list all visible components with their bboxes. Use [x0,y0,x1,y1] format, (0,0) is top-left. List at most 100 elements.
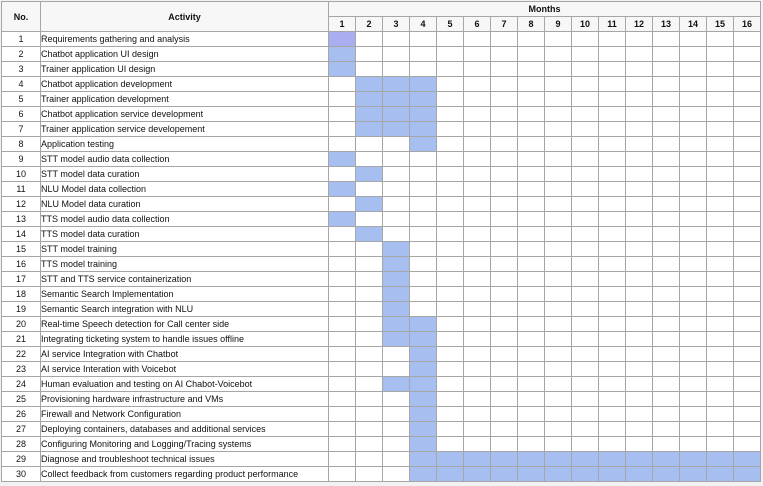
schedule-cell-month-6 [463,151,491,167]
schedule-bar-month-9 [544,451,572,467]
schedule-cell-month-6 [463,346,491,362]
schedule-cell-month-8 [517,166,545,182]
schedule-cell-month-14 [679,241,707,257]
schedule-cell-month-14 [679,181,707,197]
schedule-cell-month-13 [652,76,680,92]
schedule-cell-month-13 [652,301,680,317]
schedule-cell-month-3 [382,436,410,452]
schedule-cell-month-5 [436,361,464,377]
schedule-cell-month-16 [733,286,761,302]
schedule-cell-month-13 [652,406,680,422]
task-activity: Application testing [40,136,329,152]
schedule-cell-month-1 [328,406,356,422]
schedule-cell-month-2 [355,256,383,272]
schedule-cell-month-9 [544,286,572,302]
schedule-cell-month-12 [625,421,653,437]
schedule-cell-month-3 [382,226,410,242]
schedule-cell-month-8 [517,136,545,152]
task-activity: TTS model audio data collection [40,211,329,227]
task-activity: Chatbot application development [40,76,329,92]
schedule-cell-month-14 [679,361,707,377]
schedule-cell-month-16 [733,241,761,257]
schedule-bar-month-13 [652,451,680,467]
schedule-cell-month-9 [544,406,572,422]
task-number: 5 [1,91,41,107]
schedule-bar-month-1 [328,31,356,47]
schedule-cell-month-16 [733,61,761,77]
schedule-cell-month-12 [625,286,653,302]
schedule-cell-month-6 [463,331,491,347]
schedule-cell-month-16 [733,166,761,182]
schedule-cell-month-15 [706,331,734,347]
schedule-bar-month-14 [679,451,707,467]
schedule-cell-month-14 [679,256,707,272]
schedule-cell-month-6 [463,361,491,377]
schedule-cell-month-7 [490,346,518,362]
schedule-bar-month-7 [490,451,518,467]
schedule-cell-month-1 [328,196,356,212]
schedule-cell-month-14 [679,436,707,452]
task-row: 2 Chatbot application UI design [1,46,761,62]
schedule-cell-month-5 [436,61,464,77]
schedule-cell-month-8 [517,361,545,377]
task-number: 20 [1,316,41,332]
schedule-cell-month-10 [571,76,599,92]
schedule-bar-month-4 [409,466,437,482]
schedule-cell-month-12 [625,196,653,212]
schedule-cell-month-1 [328,421,356,437]
schedule-cell-month-10 [571,286,599,302]
schedule-cell-month-8 [517,406,545,422]
schedule-cell-month-10 [571,91,599,107]
month-header-7: 7 [490,16,518,32]
task-activity: Firewall and Network Configuration [40,406,329,422]
schedule-cell-month-16 [733,46,761,62]
schedule-cell-month-3 [382,31,410,47]
schedule-cell-month-4 [409,241,437,257]
schedule-cell-month-9 [544,241,572,257]
schedule-cell-month-15 [706,256,734,272]
schedule-cell-month-7 [490,31,518,47]
schedule-cell-month-16 [733,346,761,362]
schedule-cell-month-14 [679,91,707,107]
schedule-cell-month-12 [625,61,653,77]
schedule-cell-month-10 [571,271,599,287]
schedule-cell-month-2 [355,301,383,317]
task-activity: Collect feedback from customers regardin… [40,466,329,482]
schedule-cell-month-9 [544,391,572,407]
schedule-cell-month-5 [436,181,464,197]
schedule-cell-month-3 [382,211,410,227]
schedule-cell-month-15 [706,121,734,137]
schedule-cell-month-14 [679,406,707,422]
task-number: 22 [1,346,41,362]
task-row: 3 Trainer application UI design [1,61,761,77]
schedule-cell-month-12 [625,106,653,122]
schedule-cell-month-4 [409,256,437,272]
schedule-cell-month-14 [679,421,707,437]
schedule-bar-month-4 [409,331,437,347]
task-activity: Chatbot application service development [40,106,329,122]
schedule-cell-month-3 [382,406,410,422]
schedule-cell-month-4 [409,31,437,47]
schedule-cell-month-16 [733,31,761,47]
schedule-cell-month-10 [571,346,599,362]
month-header-13: 13 [652,16,680,32]
schedule-cell-month-14 [679,346,707,362]
schedule-bar-month-9 [544,466,572,482]
schedule-cell-month-10 [571,181,599,197]
schedule-bar-month-4 [409,451,437,467]
schedule-cell-month-6 [463,286,491,302]
schedule-cell-month-8 [517,316,545,332]
schedule-cell-month-6 [463,241,491,257]
schedule-cell-month-10 [571,391,599,407]
schedule-cell-month-10 [571,61,599,77]
schedule-cell-month-16 [733,436,761,452]
task-activity: Trainer application service developement [40,121,329,137]
schedule-cell-month-5 [436,406,464,422]
schedule-cell-month-8 [517,121,545,137]
task-number: 25 [1,391,41,407]
schedule-cell-month-11 [598,166,626,182]
schedule-cell-month-12 [625,346,653,362]
schedule-cell-month-1 [328,361,356,377]
task-row: 15 STT model training [1,241,761,257]
